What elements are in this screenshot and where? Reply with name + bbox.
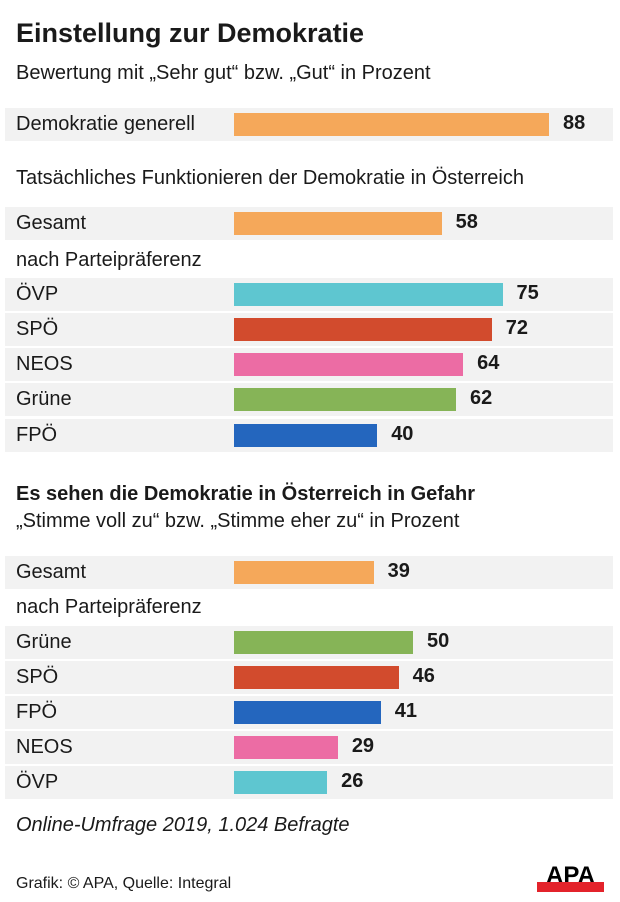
- bar-row: Gesamt 58: [5, 207, 613, 240]
- bar-row: ÖVP 26: [5, 766, 613, 799]
- value-label: 26: [341, 770, 364, 792]
- bar-row: NEOS 29: [5, 731, 613, 764]
- bar-row: Grüne 50: [5, 626, 613, 659]
- category-label: NEOS: [16, 353, 73, 375]
- bar-row: ÖVP 75: [5, 278, 613, 311]
- bar: [234, 388, 456, 411]
- category-label: Grüne: [16, 631, 72, 653]
- category-label: Demokratie generell: [16, 113, 195, 135]
- bar: [234, 424, 378, 447]
- bar: [234, 701, 381, 724]
- bar: [234, 561, 374, 584]
- chart-title: Einstellung zur Demokratie: [16, 18, 365, 48]
- category-label: ÖVP: [16, 771, 59, 793]
- bar: [234, 771, 328, 794]
- bar: [234, 318, 492, 341]
- value-label: 72: [505, 317, 528, 339]
- bar-row: FPÖ 40: [5, 419, 613, 452]
- category-label: ÖVP: [16, 283, 59, 305]
- bar: [234, 666, 399, 689]
- bar: [234, 212, 442, 235]
- section-title-functioning: Tatsächliches Funktionieren der Demokrat…: [16, 167, 524, 189]
- category-label: FPÖ: [16, 701, 58, 723]
- bar: [234, 353, 464, 376]
- bar: [234, 736, 338, 759]
- value-label: 62: [469, 387, 493, 409]
- apa-logo: APA: [537, 862, 604, 892]
- group-label-party: nach Parteipräferenz: [16, 249, 202, 271]
- value-label: 46: [412, 665, 435, 687]
- bar-row: SPÖ 46: [5, 661, 613, 694]
- bar-row: Grüne 62: [5, 383, 613, 416]
- value-label: 64: [477, 352, 500, 374]
- bar-row: FPÖ 41: [5, 696, 613, 729]
- bar-row: SPÖ 72: [5, 313, 613, 346]
- value-label: 75: [516, 282, 539, 304]
- value-label: 50: [427, 630, 450, 652]
- category-label: Gesamt: [16, 212, 87, 234]
- category-label: SPÖ: [16, 318, 59, 340]
- value-label: 58: [455, 211, 478, 233]
- value-label: 40: [391, 423, 414, 445]
- bar: [234, 631, 413, 654]
- bar-row: Gesamt 39: [5, 556, 613, 589]
- group-label-party-2: nach Parteipräferenz: [16, 596, 202, 618]
- category-label: Gesamt: [16, 561, 87, 583]
- section-title-danger: Es sehen die Demokratie in Österreich in…: [16, 483, 476, 505]
- category-label: SPÖ: [16, 666, 59, 688]
- section-subtitle-danger: „Stimme voll zu“ bzw. „Stimme eher zu“ i…: [16, 510, 460, 532]
- credit: Grafik: © APA, Quelle: Integral: [16, 875, 232, 892]
- bar: [234, 283, 503, 306]
- category-label: Grüne: [16, 388, 72, 410]
- value-label: 88: [563, 112, 586, 134]
- value-label: 29: [351, 735, 375, 757]
- category-label: NEOS: [16, 736, 73, 758]
- bar: [234, 113, 550, 136]
- chart-subtitle: Bewertung mit „Sehr gut“ bzw. „Gut“ in P…: [16, 62, 431, 84]
- bar-row: NEOS 64: [5, 348, 613, 381]
- value-label: 41: [394, 700, 418, 722]
- footnote: Online-Umfrage 2019, 1.024 Befragte: [16, 814, 350, 836]
- bar-row: Demokratie generell 88: [5, 108, 613, 141]
- category-label: FPÖ: [16, 424, 58, 446]
- value-label: 39: [387, 560, 410, 582]
